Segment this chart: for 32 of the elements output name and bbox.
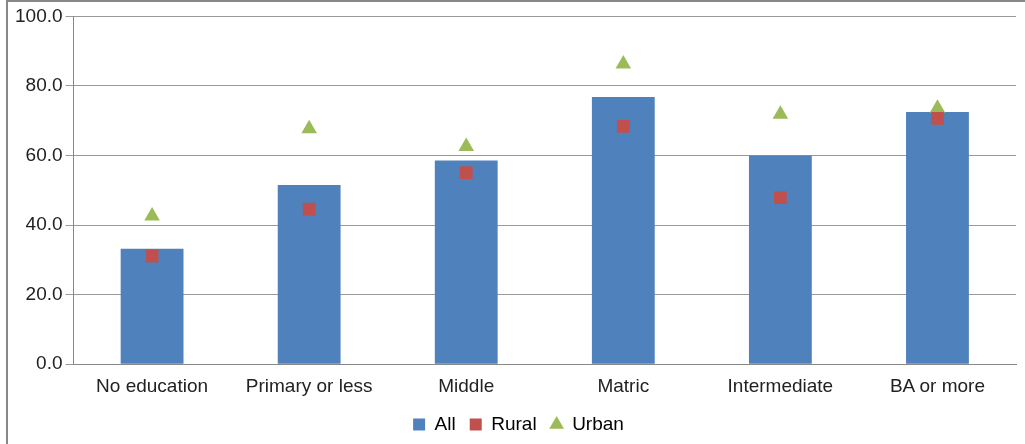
point	[929, 99, 946, 113]
point	[616, 119, 630, 133]
point	[301, 119, 317, 134]
point	[302, 202, 316, 216]
x-tick-label: Middle	[438, 374, 495, 396]
y-tick-label: 0.0	[36, 352, 63, 374]
bar	[120, 248, 184, 364]
point	[772, 105, 789, 119]
y-tick-label: 100.0	[15, 4, 63, 26]
point	[458, 137, 475, 151]
legend-label: All	[434, 412, 456, 434]
y-tick-label: 60.0	[25, 143, 63, 165]
bar	[748, 155, 812, 364]
y-tick-label: 40.0	[25, 213, 63, 235]
x-tick-label: No education	[96, 374, 209, 396]
x-tick-label: Intermediate	[727, 374, 834, 396]
legend-label: Urban	[572, 412, 624, 434]
bar	[591, 97, 655, 364]
point	[931, 111, 944, 125]
bar	[906, 112, 969, 364]
y-tick-label: 20.0	[25, 282, 63, 304]
point	[774, 191, 787, 204]
bar	[277, 185, 341, 364]
point	[615, 55, 632, 69]
point	[144, 207, 160, 221]
y-tick-label: 80.0	[25, 74, 63, 96]
legend-label: Rural	[491, 412, 537, 434]
x-tick-label: Primary or less	[245, 374, 373, 396]
x-tick-label: Matric	[597, 374, 650, 396]
point	[459, 166, 473, 179]
x-tick-label: BA or more	[889, 374, 985, 396]
bar	[434, 160, 498, 364]
